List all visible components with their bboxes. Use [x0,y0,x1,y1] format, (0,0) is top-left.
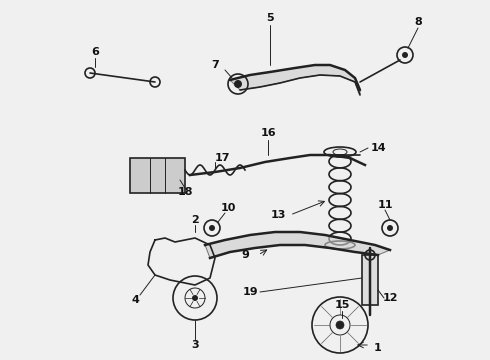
Circle shape [192,295,198,301]
Text: 11: 11 [377,200,393,210]
Text: 8: 8 [414,17,422,27]
Circle shape [234,80,242,88]
Text: 17: 17 [214,153,230,163]
FancyBboxPatch shape [362,255,378,305]
Text: 1: 1 [374,343,382,353]
Circle shape [387,225,393,231]
Text: 5: 5 [266,13,274,23]
Text: 7: 7 [211,60,219,70]
Text: 10: 10 [220,203,236,213]
Text: 15: 15 [334,300,350,310]
Polygon shape [230,65,360,95]
Text: 4: 4 [131,295,139,305]
Text: 9: 9 [241,250,249,260]
Text: 3: 3 [191,340,199,350]
Text: 14: 14 [370,143,386,153]
FancyBboxPatch shape [130,158,185,193]
Text: 16: 16 [260,128,276,138]
Text: 13: 13 [270,210,286,220]
Circle shape [402,52,408,58]
Text: 18: 18 [177,187,193,197]
Text: 19: 19 [242,287,258,297]
Text: 2: 2 [191,215,199,225]
Text: 12: 12 [382,293,398,303]
Polygon shape [205,232,390,258]
Circle shape [336,321,344,329]
Text: 6: 6 [91,47,99,57]
Circle shape [209,225,215,231]
